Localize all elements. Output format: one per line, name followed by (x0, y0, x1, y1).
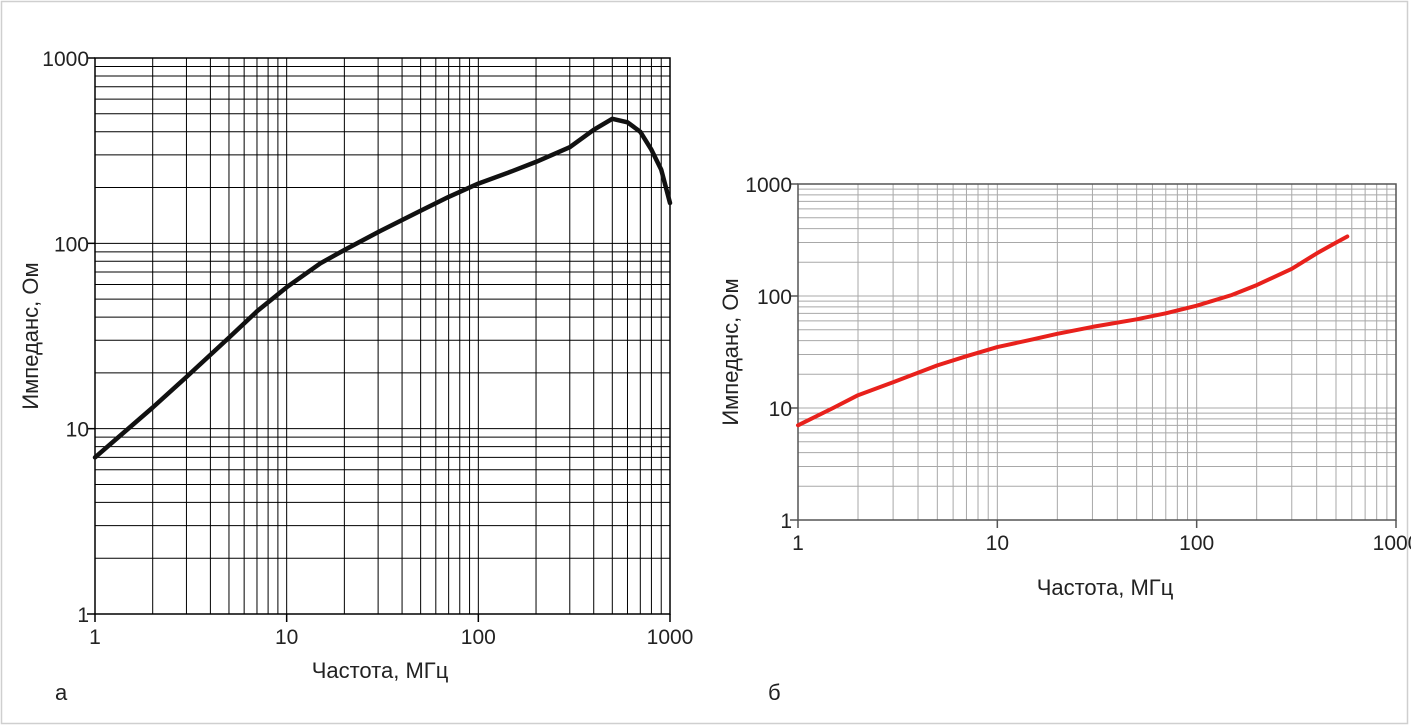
chart-panel-a: 11 10 10 100 100 1000 1000 Частота, МГц Импеда… (18, 48, 693, 705)
panel-b-series-line (796, 234, 1350, 428)
panel-a-label: а (55, 680, 68, 705)
panel-a-series-line (92, 116, 673, 460)
panel-a-plot-frame (94, 57, 671, 615)
panel-a-tick-labels: 11 10 10 100 100 1000 1000 (42, 48, 693, 649)
panel-a-x-tick-label: 1000 (647, 626, 694, 649)
panel-b-tick-labels: 11 10 10 100 100 1000 1000 (745, 174, 1411, 555)
panel-b-grid (797, 183, 1397, 521)
panel-b-x-tick-label: 100 (1179, 532, 1214, 555)
panel-b-x-tick-label: 1000 (1373, 532, 1411, 555)
panel-b-y-tick-label: 10 (769, 398, 792, 421)
chart-panel-b: 11 10 10 100 100 1000 1000 Частота, МГц Импеда… (718, 174, 1411, 705)
panel-b-plot-frame (797, 183, 1397, 521)
panel-b-x-tick-label: 10 (986, 532, 1009, 555)
panel-a-x-axis-label: Частота, МГц (312, 658, 449, 683)
panel-a-y-tick-label: 10 (66, 419, 89, 442)
panel-a-grid (94, 57, 671, 615)
panel-a-y-axis-label: Импеданс, Ом (18, 262, 43, 409)
panel-b-x-axis-label: Частота, МГц (1037, 575, 1174, 600)
panel-a-y-tick-label: 100 (54, 233, 89, 256)
panel-b-y-tick-label: 1000 (745, 174, 792, 197)
panel-a-x-tick-label: 1 (89, 626, 101, 649)
panel-b-y-tick-label: 100 (757, 286, 792, 309)
panel-a-y-tick-label: 1 (77, 604, 89, 627)
panel-a-x-tick-label: 10 (275, 626, 298, 649)
panel-a-y-tick-label: 1000 (42, 48, 89, 71)
panel-a-series (92, 116, 673, 460)
panel-a-x-tick-label: 100 (461, 626, 496, 649)
panel-b-series (796, 234, 1350, 428)
panel-b-x-tick-label: 1 (792, 532, 804, 555)
panel-b-y-axis-label: Импеданс, Ом (718, 278, 743, 425)
panel-b-label: б (768, 680, 781, 705)
panel-b-y-tick-label: 1 (780, 510, 792, 533)
